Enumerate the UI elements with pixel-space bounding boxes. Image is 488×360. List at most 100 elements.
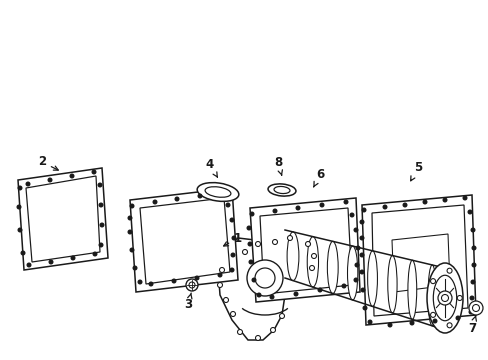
Circle shape (226, 203, 229, 207)
Circle shape (21, 251, 25, 255)
Ellipse shape (426, 263, 462, 333)
Circle shape (17, 205, 21, 209)
Circle shape (230, 311, 235, 316)
Circle shape (230, 218, 233, 222)
Circle shape (149, 282, 152, 286)
Circle shape (128, 230, 132, 234)
Circle shape (470, 280, 474, 284)
Circle shape (455, 316, 459, 320)
Circle shape (26, 182, 30, 186)
Ellipse shape (326, 241, 338, 293)
Circle shape (468, 310, 472, 314)
Circle shape (218, 273, 222, 277)
Circle shape (18, 228, 22, 232)
Circle shape (249, 260, 252, 264)
Circle shape (361, 288, 364, 292)
Circle shape (279, 314, 284, 319)
Circle shape (437, 291, 451, 305)
Ellipse shape (204, 187, 230, 197)
Ellipse shape (407, 260, 416, 319)
Circle shape (92, 170, 96, 174)
Circle shape (71, 256, 75, 260)
Circle shape (27, 263, 31, 267)
Text: 1: 1 (223, 231, 242, 246)
Circle shape (471, 246, 475, 250)
Circle shape (248, 242, 251, 246)
Circle shape (237, 329, 242, 334)
Circle shape (442, 198, 446, 202)
Circle shape (349, 213, 353, 217)
Circle shape (273, 209, 276, 213)
Text: 5: 5 (410, 162, 421, 181)
Circle shape (247, 226, 250, 230)
Circle shape (48, 178, 52, 182)
Text: 6: 6 (313, 168, 324, 187)
Circle shape (257, 293, 260, 297)
Circle shape (270, 328, 275, 333)
Circle shape (98, 183, 102, 187)
Circle shape (355, 246, 359, 250)
Polygon shape (249, 198, 359, 302)
Circle shape (362, 208, 365, 212)
Circle shape (360, 236, 363, 240)
Circle shape (354, 263, 358, 267)
Circle shape (353, 278, 357, 282)
Circle shape (468, 301, 482, 315)
Circle shape (353, 228, 357, 232)
Polygon shape (218, 230, 317, 340)
Circle shape (100, 223, 103, 227)
Circle shape (198, 194, 202, 198)
Circle shape (185, 279, 198, 291)
Circle shape (230, 268, 233, 272)
Circle shape (246, 260, 283, 296)
Circle shape (383, 205, 386, 209)
Circle shape (255, 242, 260, 247)
Polygon shape (130, 188, 238, 292)
Circle shape (360, 220, 363, 224)
Circle shape (242, 249, 247, 255)
Circle shape (311, 253, 316, 258)
Circle shape (467, 210, 471, 214)
Circle shape (422, 200, 426, 204)
Text: 2: 2 (38, 156, 58, 170)
Circle shape (471, 305, 479, 311)
Circle shape (175, 197, 179, 201)
Circle shape (409, 321, 413, 325)
Circle shape (296, 206, 299, 210)
Circle shape (133, 266, 137, 270)
Circle shape (344, 200, 347, 204)
Text: 7: 7 (467, 316, 475, 334)
Text: 3: 3 (183, 293, 192, 311)
Circle shape (403, 203, 406, 207)
Circle shape (195, 276, 199, 280)
Circle shape (471, 263, 475, 267)
Circle shape (18, 186, 22, 190)
Circle shape (255, 336, 260, 341)
Text: 4: 4 (205, 158, 217, 177)
Circle shape (130, 248, 134, 252)
Text: 8: 8 (273, 157, 282, 175)
Ellipse shape (273, 186, 289, 194)
Ellipse shape (347, 246, 357, 300)
Circle shape (432, 319, 436, 323)
Circle shape (223, 297, 228, 302)
Circle shape (250, 212, 253, 216)
Circle shape (219, 267, 224, 273)
Circle shape (294, 292, 297, 296)
Circle shape (342, 284, 345, 288)
Ellipse shape (367, 251, 377, 306)
Circle shape (70, 174, 74, 178)
Circle shape (287, 235, 292, 240)
Circle shape (429, 279, 435, 284)
Circle shape (49, 260, 53, 264)
Polygon shape (18, 168, 108, 270)
Ellipse shape (197, 183, 238, 201)
Ellipse shape (306, 237, 318, 287)
Circle shape (128, 216, 132, 220)
Circle shape (93, 252, 97, 256)
Circle shape (320, 203, 323, 207)
Ellipse shape (387, 256, 396, 313)
Circle shape (99, 203, 102, 207)
Circle shape (363, 306, 366, 310)
Circle shape (469, 296, 473, 300)
